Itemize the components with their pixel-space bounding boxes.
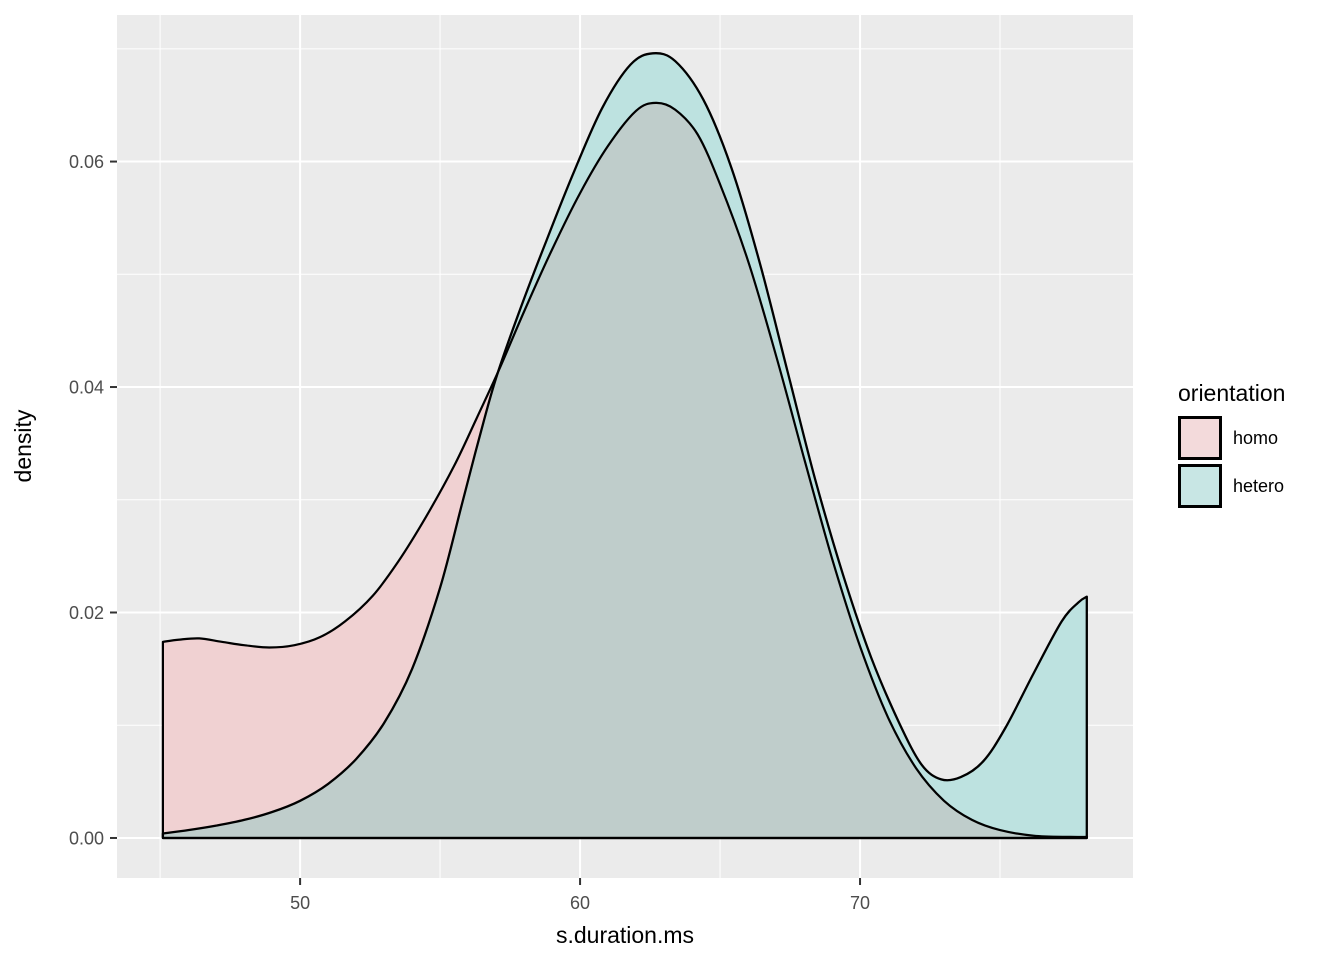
x-tick-label: 70 xyxy=(850,893,870,913)
legend-label-hetero: hetero xyxy=(1233,475,1285,496)
axes: 50 60 70 0.00 0.02 0.04 0.06 xyxy=(69,152,870,913)
y-tick-label: 0.04 xyxy=(69,378,104,398)
x-axis-title: s.duration.ms xyxy=(556,922,694,948)
legend: orientation homo hetero xyxy=(1178,381,1285,512)
y-tick-label: 0.00 xyxy=(69,828,104,848)
legend-entry-hetero: hetero xyxy=(1178,464,1285,508)
legend-title: orientation xyxy=(1178,380,1286,406)
density-outline-homo xyxy=(161,101,1088,840)
legend-entry-homo: homo xyxy=(1178,416,1285,460)
legend-key-homo-swatch xyxy=(1178,416,1222,460)
plot-panel xyxy=(117,15,1133,878)
legend-label-homo: homo xyxy=(1233,427,1279,448)
y-tick-label: 0.06 xyxy=(69,152,104,172)
density-outline-hetero xyxy=(161,52,1088,840)
legend-key-hetero-swatch xyxy=(1178,464,1222,508)
y-tick-label: 0.02 xyxy=(69,603,104,623)
y-axis-title: density xyxy=(10,409,36,482)
x-tick-label: 50 xyxy=(290,893,310,913)
x-tick-label: 60 xyxy=(570,893,590,913)
